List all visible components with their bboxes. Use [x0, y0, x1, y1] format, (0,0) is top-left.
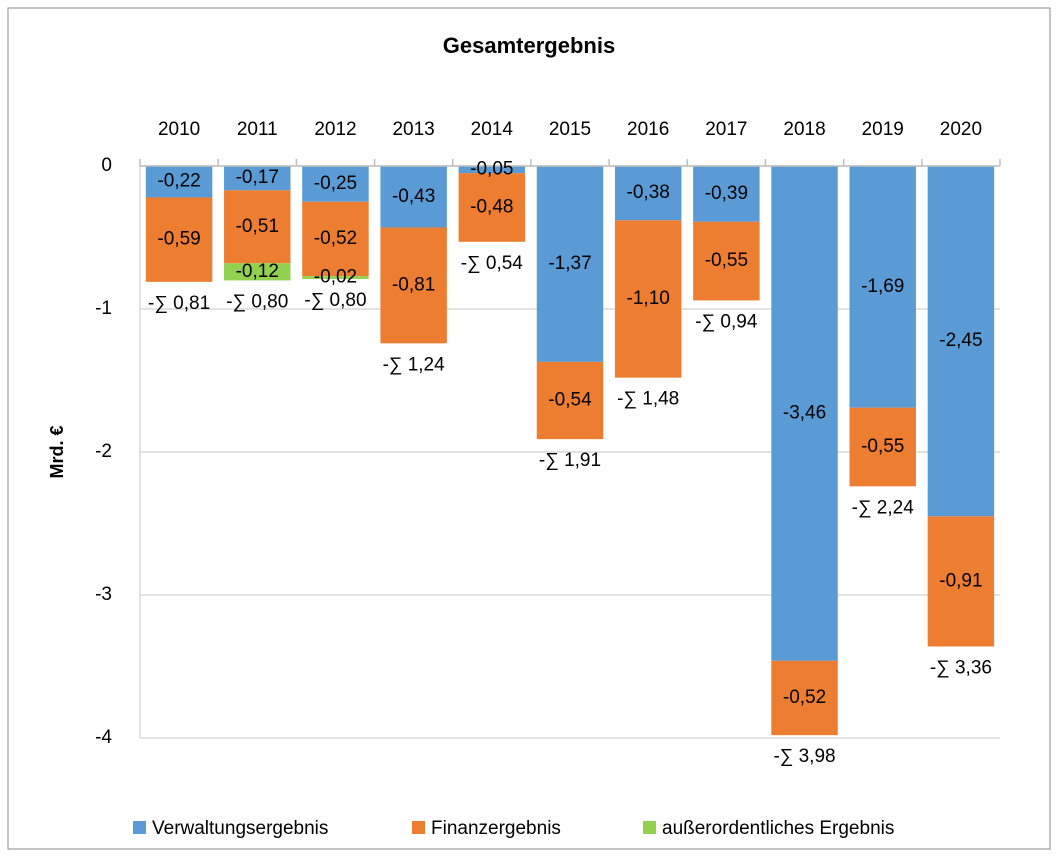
bar-segment [927, 166, 995, 517]
data-label: -0,55 [705, 250, 748, 271]
bar-segment [458, 173, 526, 242]
data-label: -0,43 [392, 186, 435, 207]
y-axis-title: Mrd. € [47, 425, 67, 478]
bar-segment [224, 166, 291, 191]
data-label: -0,51 [236, 216, 279, 237]
x-tick-label: 2018 [783, 119, 825, 140]
data-label: -0,91 [939, 570, 982, 591]
bar-segment [771, 166, 838, 661]
x-tick-label: 2019 [862, 119, 904, 140]
data-label: -∑ 0,94 [695, 311, 758, 332]
bar-segment [849, 166, 916, 408]
y-tick-label: -4 [95, 727, 112, 748]
bar-segment [145, 197, 213, 282]
data-label: -0,59 [157, 229, 200, 250]
data-label: -∑ 3,98 [773, 746, 835, 767]
data-label: -∑ 1,48 [617, 389, 679, 410]
legend-swatch [412, 821, 425, 834]
data-label: -1,69 [861, 276, 904, 297]
data-label: -∑ 1,91 [539, 450, 601, 471]
data-label: -∑ 3,36 [930, 657, 992, 678]
x-tick-label: 2016 [627, 119, 669, 140]
x-tick-label: 2014 [471, 119, 514, 140]
bar-segment [614, 166, 682, 221]
data-label: -0,02 [314, 267, 357, 288]
bar-segment [849, 407, 916, 487]
data-label: -0,52 [314, 228, 357, 249]
y-tick-label: -2 [95, 441, 112, 462]
data-label: -1,10 [627, 288, 670, 309]
x-tick-label: 2017 [705, 119, 747, 140]
y-tick-label: -3 [95, 584, 112, 605]
data-label: -0,12 [236, 261, 279, 282]
legend-label: Verwaltungsergebnis [152, 818, 328, 839]
data-label: -∑ 1,24 [383, 354, 446, 375]
x-tick-label: 2010 [158, 119, 200, 140]
data-label: -0,39 [705, 183, 748, 204]
data-label: -∑ 0,54 [461, 253, 524, 274]
data-label: -0,81 [392, 274, 435, 295]
bar-segment [302, 201, 369, 277]
data-label: -∑ 2,24 [852, 497, 915, 518]
data-label: -0,22 [157, 171, 200, 192]
data-label: -1,37 [548, 253, 591, 274]
x-tick-label: 2015 [549, 119, 591, 140]
data-label: -∑ 0,80 [304, 290, 366, 311]
bar-segment [458, 166, 526, 174]
data-label: -0,55 [861, 436, 904, 457]
x-tick-label: 2020 [940, 119, 982, 140]
bar-segment [693, 221, 760, 301]
legend-swatch [643, 821, 656, 834]
data-label: -0,38 [627, 182, 670, 203]
data-label: -∑ 0,80 [226, 291, 288, 312]
legend-label: Finanzergebnis [431, 818, 561, 839]
bar-segment [536, 166, 604, 362]
bar-segment [380, 166, 447, 228]
chart-title: Gesamtergebnis [443, 33, 615, 58]
data-label: -0,17 [236, 167, 279, 188]
bar-segment [536, 361, 604, 440]
bar-segment [145, 166, 213, 198]
data-label: -0,25 [314, 173, 357, 194]
bar-segment [224, 190, 291, 264]
data-label: -0,52 [783, 687, 826, 708]
bar-segment [614, 220, 682, 378]
data-label: -3,46 [783, 402, 826, 423]
bar-segment [693, 166, 760, 222]
data-label: -2,45 [939, 330, 982, 351]
bar-segment [224, 263, 291, 281]
bar-segment [927, 516, 995, 647]
legend-label: außerordentliches Ergebnis [662, 818, 894, 839]
data-label: -0,54 [548, 390, 592, 411]
data-label: -∑ 0,81 [148, 293, 210, 314]
bar-segment [302, 166, 369, 202]
bar-segment [302, 276, 369, 279]
x-tick-label: 2013 [392, 119, 434, 140]
bar-segment [380, 227, 447, 344]
y-tick-label: -1 [95, 298, 112, 319]
data-label: -0,05 [470, 159, 513, 180]
x-tick-label: 2012 [314, 119, 356, 140]
data-label: -0,48 [470, 196, 513, 217]
y-tick-label: 0 [101, 155, 112, 176]
bar-segment [771, 660, 838, 736]
x-tick-label: 2011 [237, 119, 278, 140]
legend-swatch [133, 821, 146, 834]
